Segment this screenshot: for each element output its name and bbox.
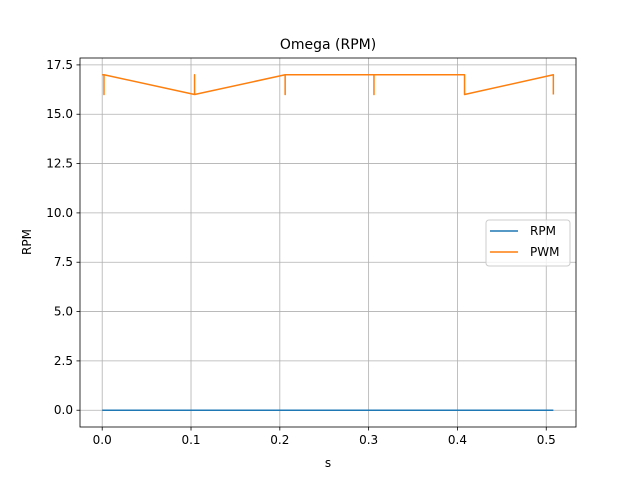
x-tick-label: 0.2: [270, 433, 289, 447]
y-tick-label: 12.5: [46, 157, 73, 171]
chart-title: Omega (RPM): [280, 37, 376, 53]
y-axis-ticks: 0.0 2.5 5.0 7.5 10.0 12.5 15.0 17.5: [46, 58, 80, 417]
y-tick-label: 2.5: [54, 354, 73, 368]
x-axis-label: s: [325, 456, 331, 470]
plot-series: [102, 74, 555, 411]
x-tick-label: 0.3: [359, 433, 378, 447]
legend-label-rpm: RPM: [530, 224, 556, 238]
x-tick-label: 0.5: [537, 433, 556, 447]
legend: RPM PWM: [485, 219, 571, 267]
legend-label-pwm: PWM: [530, 245, 559, 259]
x-tick-label: 0.4: [448, 433, 467, 447]
y-tick-label: 15.0: [46, 107, 73, 121]
y-tick-label: 17.5: [46, 58, 73, 72]
y-tick-label: 0.0: [54, 403, 73, 417]
legend-box: [485, 219, 571, 267]
series-line-pwm: [102, 74, 555, 96]
y-tick-label: 7.5: [54, 255, 73, 269]
x-axis-ticks: 0.0 0.1 0.2 0.3 0.4 0.5: [93, 427, 556, 447]
y-tick-label: 5.0: [54, 305, 73, 319]
y-tick-label: 10.0: [46, 206, 73, 220]
x-tick-label: 0.1: [181, 433, 200, 447]
plot-area-frame: [79, 57, 577, 428]
y-axis-label: RPM: [20, 229, 34, 255]
x-tick-label: 0.0: [93, 433, 112, 447]
